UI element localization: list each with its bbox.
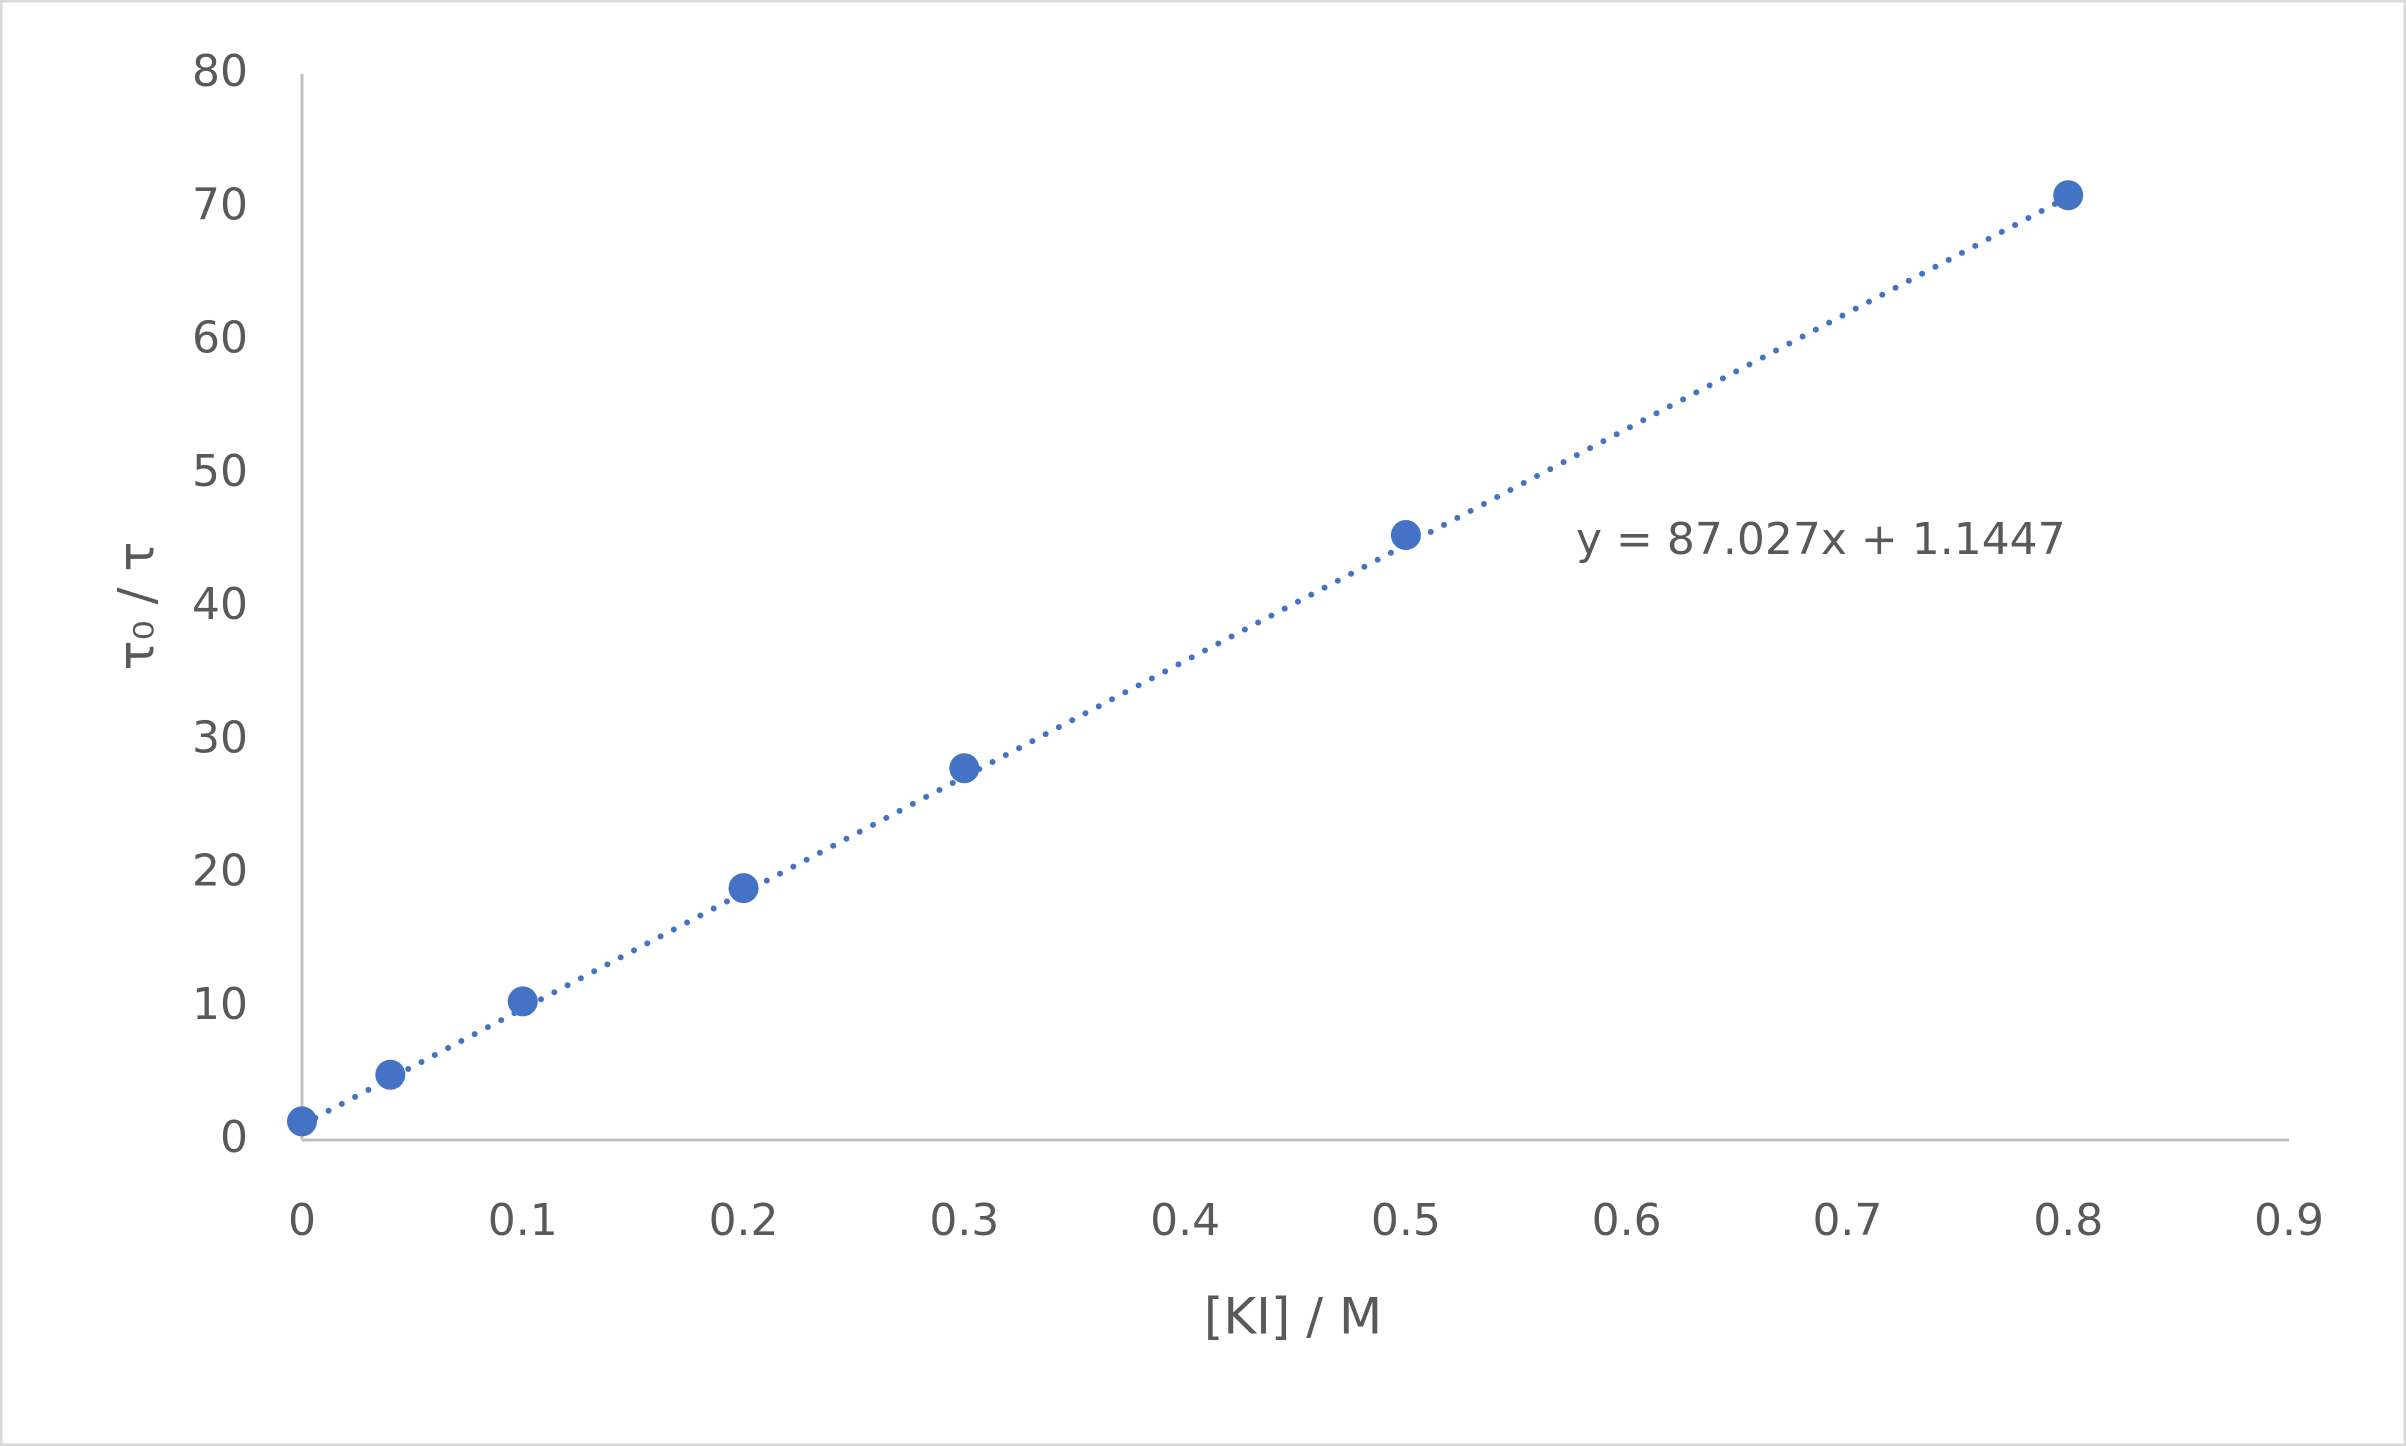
x-tick-label: 0 [288, 1195, 316, 1246]
y-tick-label: 40 [192, 579, 248, 630]
y-tick-label: 30 [192, 712, 248, 763]
y-tick-label: 50 [192, 446, 248, 497]
y-tick-label: 70 [192, 179, 248, 230]
x-tick-label: 0.1 [488, 1195, 558, 1246]
x-tick-label: 0.5 [1371, 1195, 1441, 1246]
data-point [728, 873, 759, 904]
x-tick-label: 0.3 [929, 1195, 999, 1246]
y-tick-label: 0 [220, 1112, 248, 1163]
x-tick-label: 0.4 [1150, 1195, 1220, 1246]
data-point [287, 1106, 317, 1137]
y-axis-title: τ₀ / τ [108, 542, 166, 671]
x-tick-label: 0.9 [2254, 1195, 2324, 1246]
x-axis-title: [KI] / M [1204, 1288, 1382, 1346]
y-tick-label: 10 [192, 979, 248, 1030]
data-point [2053, 180, 2084, 211]
y-tick-label: 60 [192, 313, 248, 364]
y-tick-label: 20 [192, 846, 248, 897]
data-point [949, 753, 980, 784]
x-tick-label: 0.2 [709, 1195, 779, 1246]
y-tick-label: 80 [192, 46, 248, 97]
data-point [375, 1059, 406, 1090]
data-point [507, 986, 538, 1017]
x-tick-label: 0.6 [1592, 1195, 1662, 1246]
x-tick-label: 0.7 [1812, 1195, 1882, 1246]
data-point [1390, 520, 1421, 551]
x-tick-label: 0.8 [2033, 1195, 2103, 1246]
trendline-equation: y = 87.027x + 1.1447 [1576, 514, 2066, 565]
trendline [299, 194, 2072, 1128]
